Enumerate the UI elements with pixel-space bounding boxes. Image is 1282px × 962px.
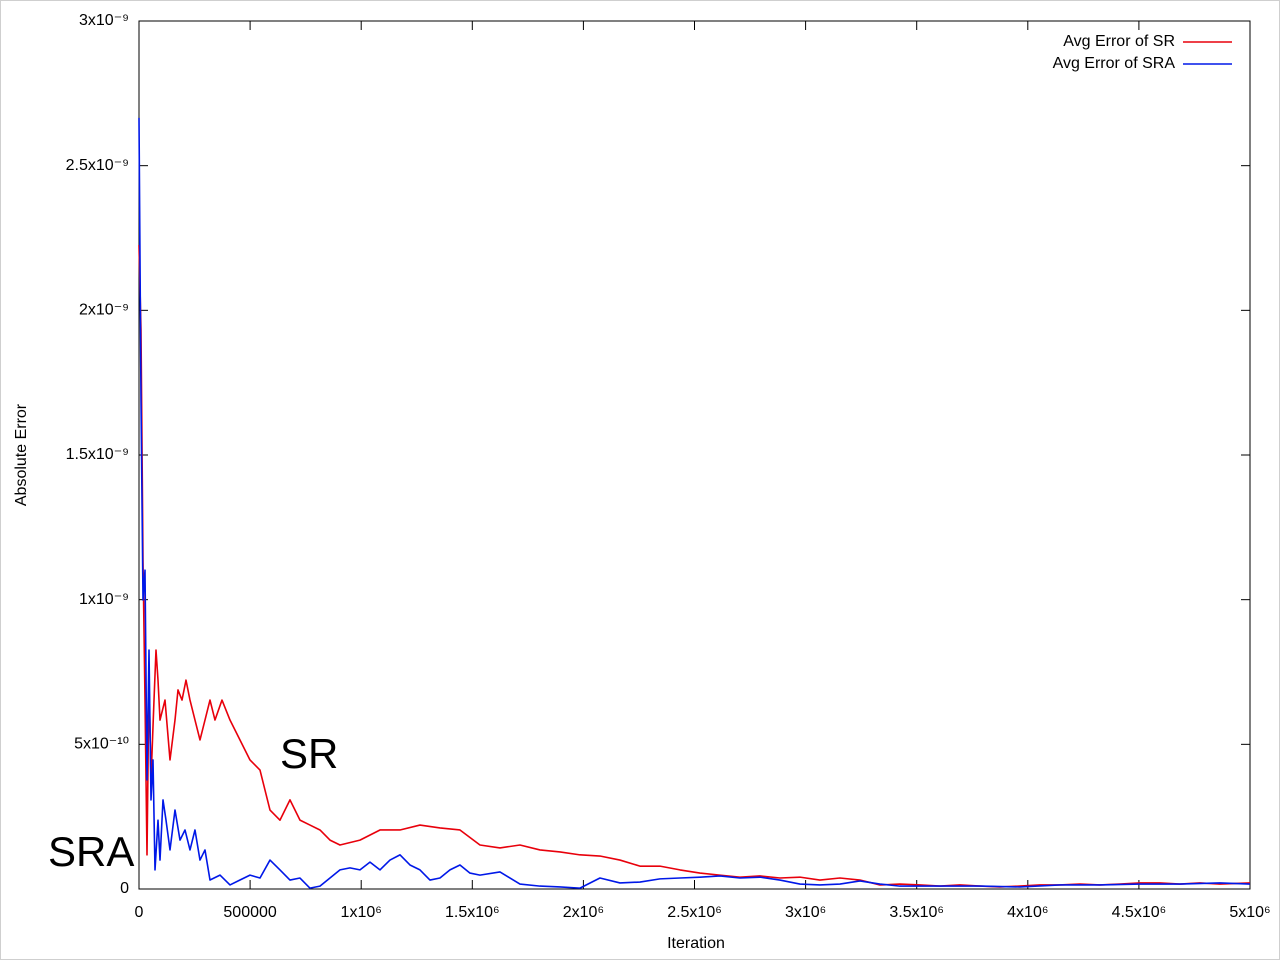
x-tick-label: 3.5x10⁶: [889, 904, 944, 921]
legend-label: Avg Error of SRA: [1053, 55, 1176, 72]
y-tick-label: 3x10⁻⁹: [79, 12, 129, 29]
y-axis-label: Absolute Error: [13, 403, 30, 506]
x-tick-label: 0: [135, 904, 144, 921]
x-tick-label: 4.5x10⁶: [1112, 904, 1167, 921]
annotation: SR: [280, 730, 338, 777]
x-tick-label: 500000: [223, 904, 276, 921]
y-tick-label: 2x10⁻⁹: [79, 302, 129, 319]
y-tick-label: 0: [120, 880, 129, 897]
x-tick-label: 3x10⁶: [785, 904, 826, 921]
annotation: SRA: [48, 828, 134, 875]
x-tick-label: 2x10⁶: [563, 904, 604, 921]
y-tick-label: 5x10⁻¹⁰: [74, 736, 129, 753]
x-tick-label: 1x10⁶: [341, 904, 382, 921]
x-tick-label: 4x10⁶: [1007, 904, 1048, 921]
legend-label: Avg Error of SR: [1063, 33, 1175, 50]
x-tick-label: 2.5x10⁶: [667, 904, 722, 921]
y-tick-label: 1.5x10⁻⁹: [66, 446, 129, 463]
y-tick-label: 2.5x10⁻⁹: [66, 157, 129, 174]
y-tick-label: 1x10⁻⁹: [79, 591, 129, 608]
x-axis-label: Iteration: [667, 935, 725, 952]
x-tick-label: 1.5x10⁶: [445, 904, 500, 921]
series-line: [138, 117, 1251, 889]
x-tick-label: 5x10⁶: [1229, 904, 1270, 921]
